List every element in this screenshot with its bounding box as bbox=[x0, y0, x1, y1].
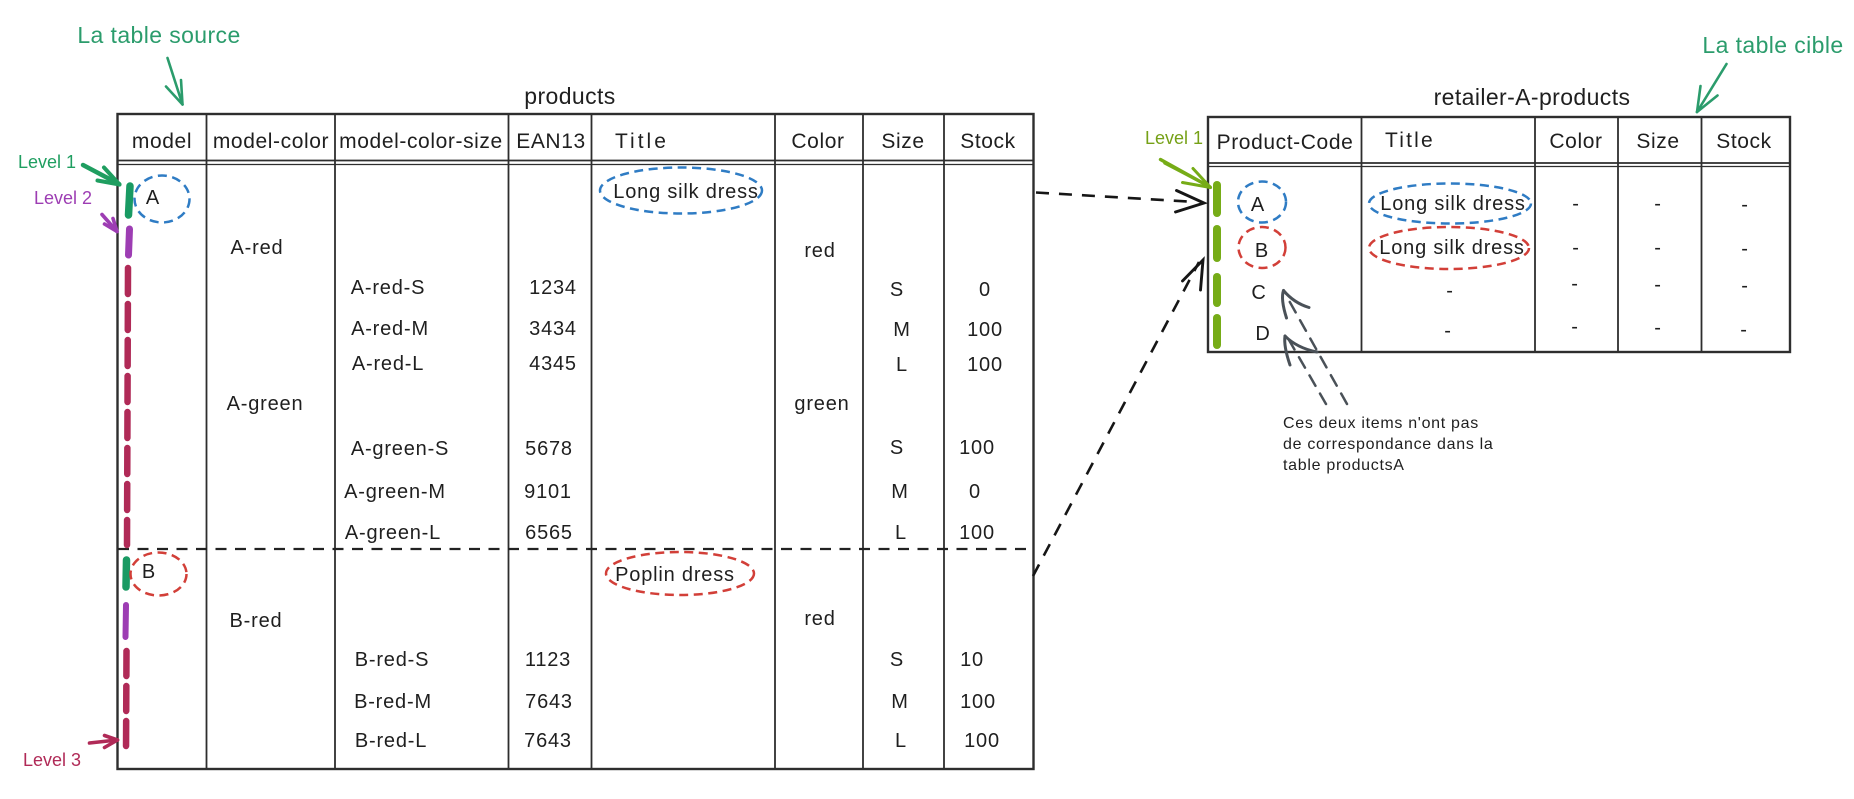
svg-text:4345: 4345 bbox=[529, 353, 577, 375]
svg-text:model-color-size: model-color-size bbox=[339, 130, 503, 153]
svg-text:-: - bbox=[1741, 194, 1748, 216]
svg-text:6565: 6565 bbox=[525, 522, 573, 544]
svg-text:model: model bbox=[132, 130, 192, 153]
svg-text:M: M bbox=[891, 691, 908, 713]
svg-text:B: B bbox=[142, 561, 156, 583]
svg-text:-: - bbox=[1654, 193, 1661, 215]
svg-text:C: C bbox=[1251, 282, 1266, 304]
svg-text:-: - bbox=[1444, 320, 1451, 342]
svg-text:-: - bbox=[1572, 193, 1579, 215]
svg-text:B-red-M: B-red-M bbox=[354, 691, 432, 713]
svg-text:B-red-L: B-red-L bbox=[355, 730, 427, 752]
svg-text:Product-Code: Product-Code bbox=[1217, 131, 1354, 154]
svg-text:green: green bbox=[794, 393, 849, 415]
svg-text:D: D bbox=[1255, 323, 1270, 345]
svg-text:A-red-L: A-red-L bbox=[352, 353, 424, 375]
svg-text:5678: 5678 bbox=[525, 438, 573, 460]
svg-text:Stock: Stock bbox=[960, 130, 1016, 153]
svg-text:9101: 9101 bbox=[524, 481, 572, 503]
svg-text:A-red-S: A-red-S bbox=[351, 277, 426, 299]
svg-text:-: - bbox=[1741, 238, 1748, 260]
svg-text:7643: 7643 bbox=[524, 730, 572, 752]
svg-text:Title: Title bbox=[1385, 129, 1435, 152]
svg-text:red: red bbox=[804, 608, 835, 630]
svg-text:100: 100 bbox=[967, 319, 1003, 341]
svg-text:A-red-M: A-red-M bbox=[351, 318, 429, 340]
svg-text:red: red bbox=[804, 240, 835, 262]
svg-text:100: 100 bbox=[959, 522, 995, 544]
svg-text:-: - bbox=[1654, 237, 1661, 259]
svg-text:-: - bbox=[1572, 237, 1579, 259]
svg-text:1234: 1234 bbox=[529, 277, 577, 299]
svg-text:Long silk dress: Long silk dress bbox=[1379, 237, 1524, 259]
svg-text:M: M bbox=[893, 319, 910, 341]
svg-text:S: S bbox=[890, 437, 904, 459]
svg-text:-: - bbox=[1740, 319, 1747, 341]
svg-text:La table source: La table source bbox=[77, 22, 240, 48]
svg-text:products: products bbox=[524, 83, 615, 109]
svg-text:Stock: Stock bbox=[1716, 130, 1772, 153]
svg-text:A: A bbox=[1251, 194, 1265, 216]
svg-text:A: A bbox=[146, 187, 160, 209]
svg-text:S: S bbox=[890, 649, 904, 671]
svg-text:-: - bbox=[1571, 316, 1578, 338]
svg-text:100: 100 bbox=[960, 691, 996, 713]
svg-text:1123: 1123 bbox=[525, 649, 571, 671]
svg-text:-: - bbox=[1446, 280, 1453, 302]
svg-text:Size: Size bbox=[1636, 130, 1679, 153]
svg-text:Level 1: Level 1 bbox=[1145, 128, 1203, 148]
svg-text:La table cible: La table cible bbox=[1702, 32, 1843, 58]
svg-text:L: L bbox=[896, 354, 908, 376]
svg-text:Long silk dress: Long silk dress bbox=[613, 181, 758, 203]
svg-text:100: 100 bbox=[967, 354, 1003, 376]
svg-text:L: L bbox=[895, 730, 907, 752]
svg-text:0: 0 bbox=[979, 279, 991, 301]
svg-text:Ces deux items n'ont pas: Ces deux items n'ont pas bbox=[1283, 415, 1479, 432]
svg-text:EAN13: EAN13 bbox=[516, 130, 586, 153]
svg-text:table productsA: table productsA bbox=[1283, 457, 1405, 474]
svg-text:M: M bbox=[891, 481, 908, 503]
svg-text:Level 2: Level 2 bbox=[34, 188, 92, 208]
svg-text:Poplin dress: Poplin dress bbox=[615, 564, 735, 586]
svg-text:L: L bbox=[895, 522, 907, 544]
svg-text:Title: Title bbox=[615, 130, 669, 153]
svg-text:A-green-M: A-green-M bbox=[344, 481, 446, 503]
svg-text:A-red: A-red bbox=[231, 237, 284, 259]
svg-text:B: B bbox=[1255, 240, 1269, 262]
svg-text:-: - bbox=[1654, 317, 1661, 339]
svg-text:10: 10 bbox=[960, 649, 984, 671]
svg-text:0: 0 bbox=[969, 481, 981, 503]
svg-text:100: 100 bbox=[959, 437, 995, 459]
svg-text:Color: Color bbox=[1549, 130, 1602, 153]
svg-text:Level 1: Level 1 bbox=[18, 152, 76, 172]
svg-text:model-color: model-color bbox=[213, 130, 329, 153]
svg-text:B-red-S: B-red-S bbox=[355, 649, 430, 671]
svg-text:de correspondance dans la: de correspondance dans la bbox=[1283, 436, 1494, 453]
svg-text:Color: Color bbox=[791, 130, 844, 153]
svg-text:Level 3: Level 3 bbox=[23, 750, 81, 770]
svg-text:A-green: A-green bbox=[227, 393, 304, 415]
svg-text:-: - bbox=[1571, 273, 1578, 295]
svg-text:Long silk dress: Long silk dress bbox=[1380, 193, 1525, 215]
svg-text:B-red: B-red bbox=[230, 610, 283, 632]
svg-text:7643: 7643 bbox=[525, 691, 573, 713]
svg-text:Size: Size bbox=[881, 130, 924, 153]
svg-text:A-green-S: A-green-S bbox=[351, 438, 449, 460]
svg-text:3434: 3434 bbox=[529, 318, 577, 340]
svg-text:100: 100 bbox=[964, 730, 1000, 752]
svg-text:S: S bbox=[890, 279, 904, 301]
svg-text:-: - bbox=[1741, 275, 1748, 297]
svg-text:A-green-L: A-green-L bbox=[345, 522, 441, 544]
svg-text:retailer-A-products: retailer-A-products bbox=[1434, 84, 1631, 110]
svg-text:-: - bbox=[1654, 274, 1661, 296]
